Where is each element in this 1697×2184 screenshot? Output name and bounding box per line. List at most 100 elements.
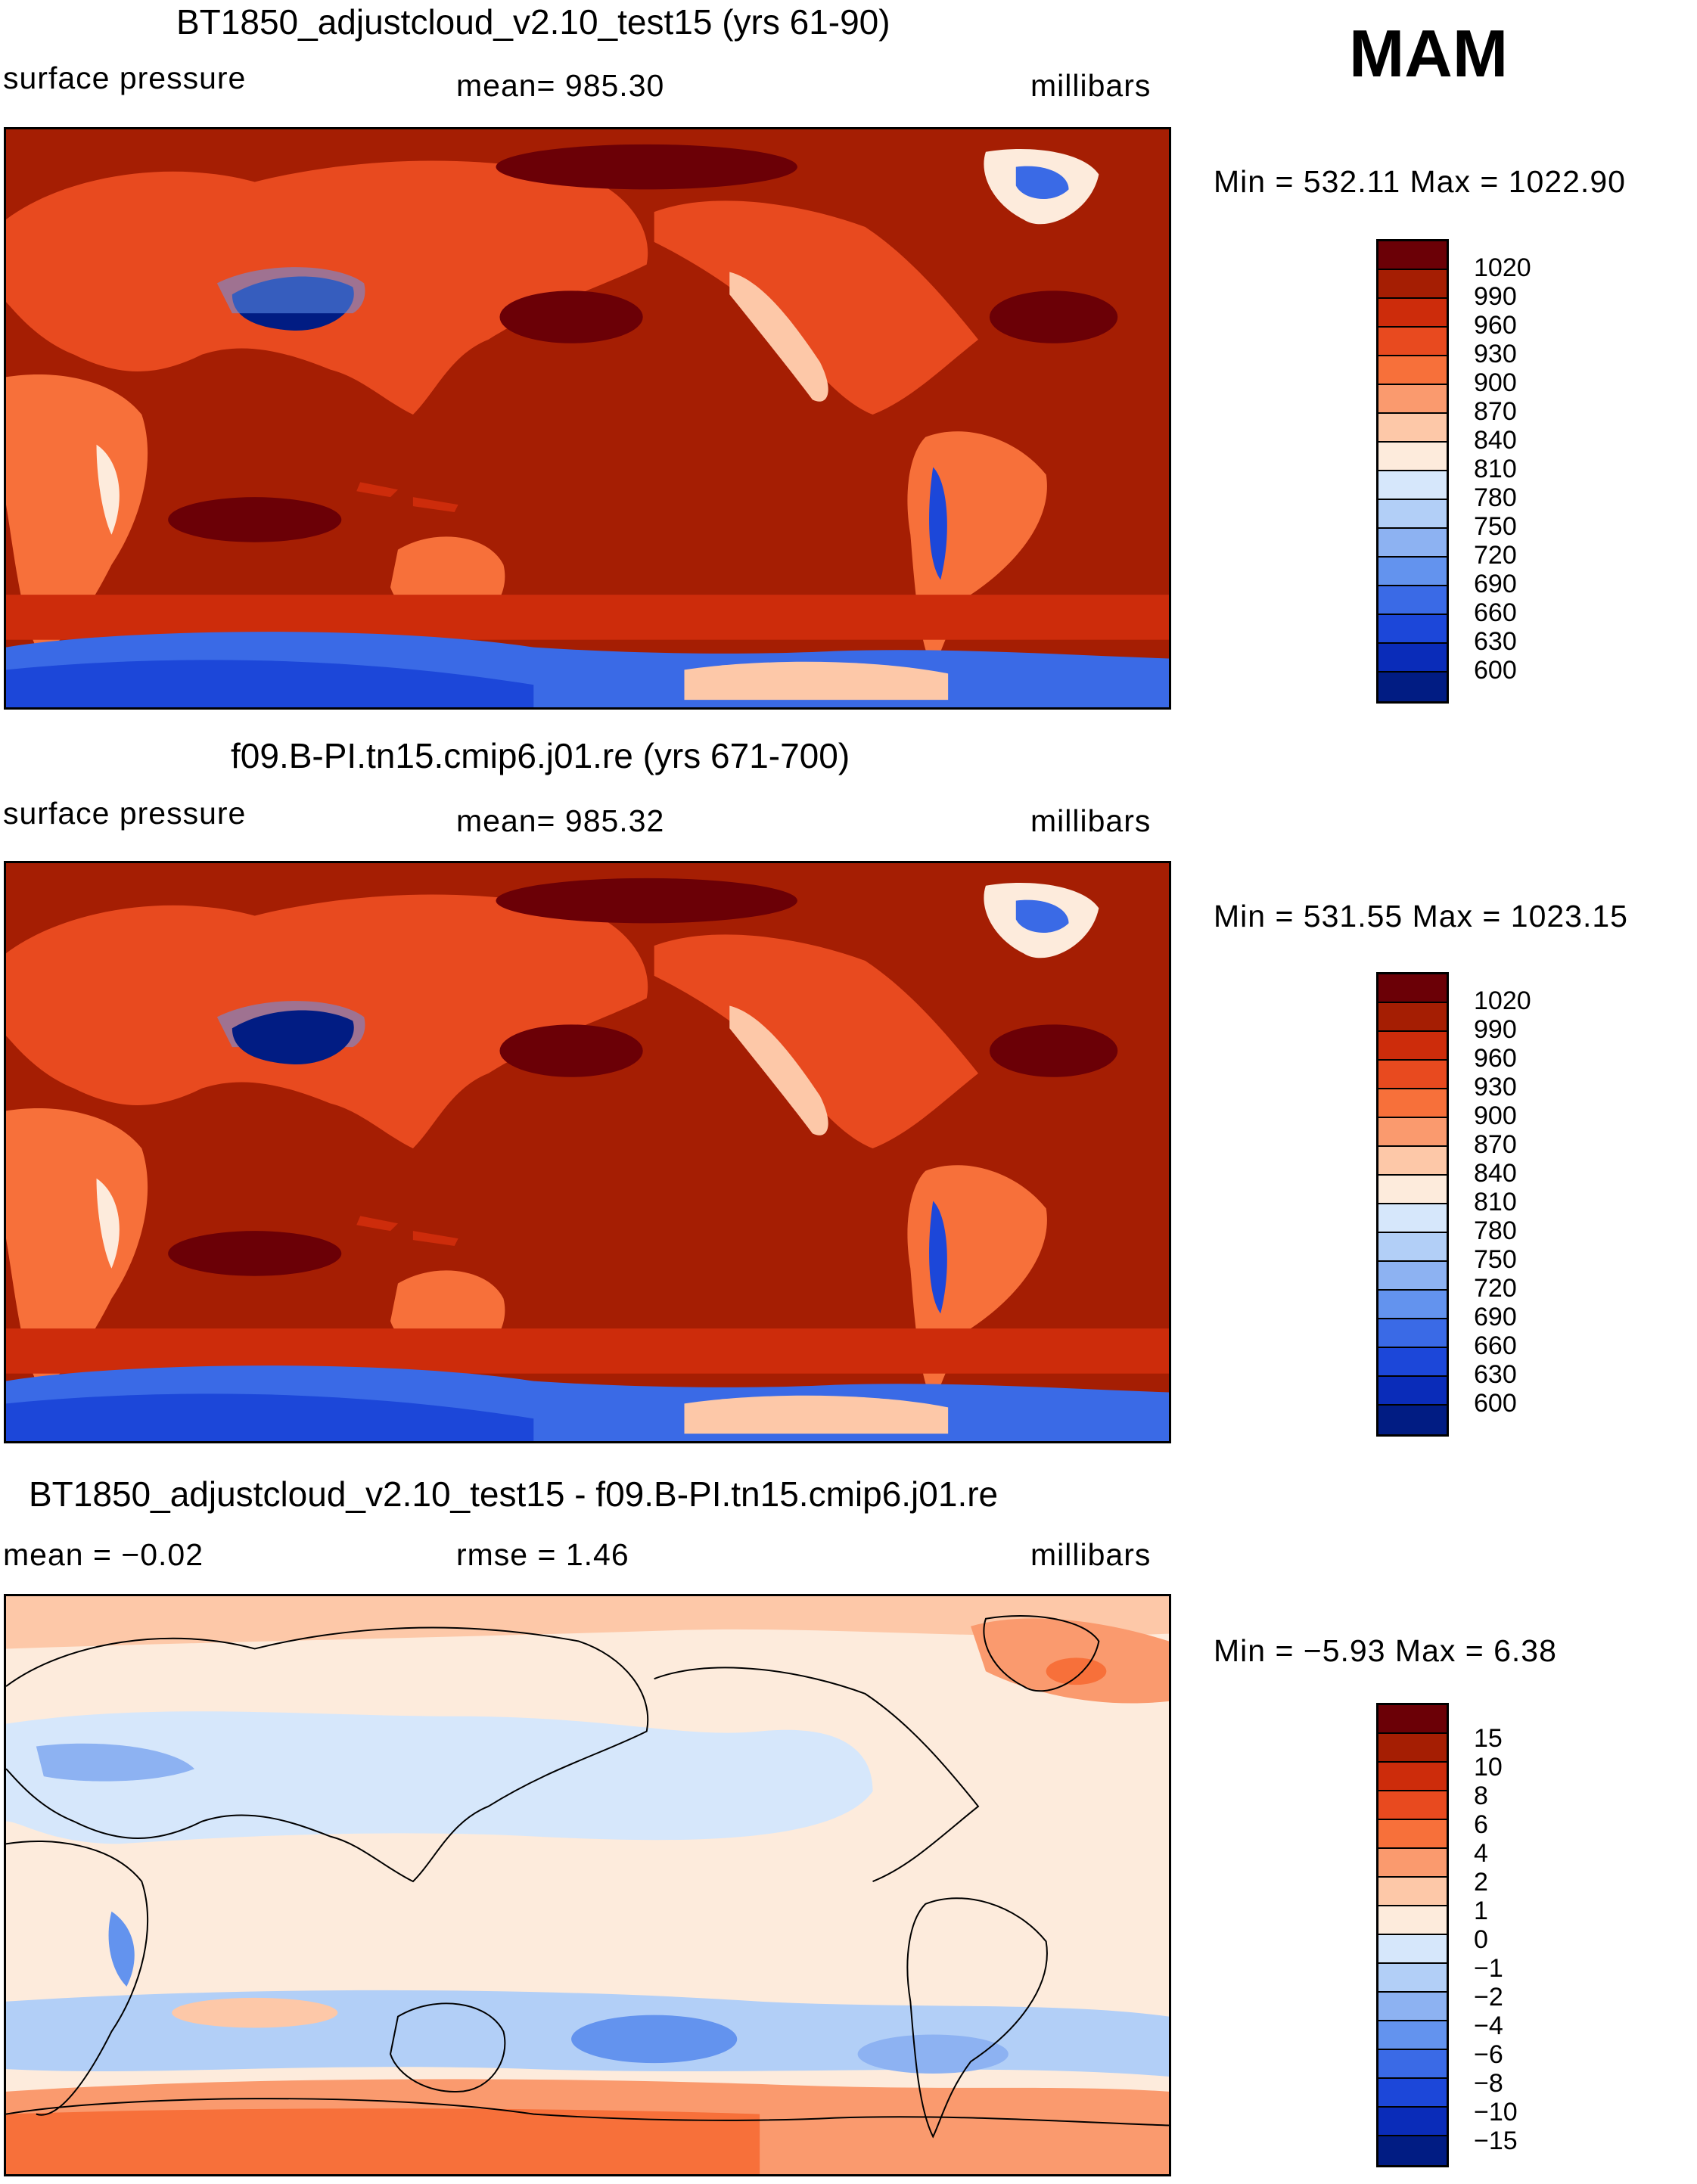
colorbar-tick-label: 780	[1474, 1216, 1517, 1245]
rockies	[729, 1005, 828, 1135]
colorbar-swatch	[1378, 644, 1447, 673]
colorbar-tick-label: −1	[1474, 1954, 1503, 1983]
colorbar-tick-label: 960	[1474, 1044, 1517, 1073]
colorbar-tick-label: 10	[1474, 1753, 1503, 1782]
colorbar-tick-label: 1	[1474, 1897, 1488, 1925]
azores-high	[989, 1024, 1118, 1077]
colorbar-tick-label: 600	[1474, 656, 1517, 685]
colorbar-swatch	[1378, 1348, 1447, 1377]
colorbar-swatch	[1378, 1176, 1447, 1204]
panel-2-minmax: Min = 531.55 Max = 1023.15	[1214, 899, 1628, 934]
antarctic-positive-core	[6, 2108, 760, 2174]
greenland-outline	[983, 1615, 1100, 1692]
colorbar-tick-label: −10	[1474, 2098, 1518, 2127]
east-africa-highlands	[96, 1178, 120, 1269]
colorbar-swatch	[1378, 500, 1447, 529]
panel-1-title: BT1850_adjustcloud_v2.10_test15 (yrs 61-…	[176, 2, 890, 42]
east-antarctic-plateau	[6, 660, 534, 707]
west-antarctic-coast	[684, 1395, 949, 1434]
arctic-high	[496, 144, 797, 190]
colorbar-tick-label: 720	[1474, 541, 1517, 570]
southern-ocean-band	[6, 1328, 1169, 1374]
north-america-landmass	[654, 200, 978, 415]
colorbar-swatch	[1378, 1262, 1447, 1291]
colorbar-tick-label: 870	[1474, 1130, 1517, 1159]
colorbar-tick-label: 8	[1474, 1782, 1488, 1810]
colorbar-tick-label: 840	[1474, 426, 1517, 455]
south-pacific-negative-core	[571, 2015, 738, 2064]
north-negative-region	[6, 1711, 873, 1844]
eurasia-outline	[6, 1626, 649, 1883]
colorbar-tick-label: 720	[1474, 1274, 1517, 1303]
colorbar-swatch	[1378, 615, 1447, 644]
colorbar-swatch	[1378, 414, 1447, 443]
colorbar-tick-label: 780	[1474, 483, 1517, 512]
colorbar-swatch	[1378, 1061, 1447, 1089]
australia-outline	[389, 2002, 506, 2092]
colorbar-swatch	[1378, 2136, 1447, 2165]
colorbar-tick-label: 900	[1474, 1101, 1517, 1130]
panel-3-mean-label: mean = −0.02	[3, 1537, 204, 1572]
colorbar-swatch	[1378, 241, 1447, 270]
colorbar-swatch	[1378, 1319, 1447, 1348]
panel-3-rmse-label: rmse = 1.46	[456, 1537, 629, 1572]
africa-outline	[6, 1841, 149, 2116]
colorbar-swatch	[1378, 443, 1447, 471]
colorbar-tick-label: 2	[1474, 1868, 1488, 1897]
background-fill	[6, 1596, 1169, 2174]
panel-2-map	[4, 861, 1171, 1443]
colorbar-swatch	[1378, 2050, 1447, 2079]
southern-ocean-band	[6, 595, 1169, 640]
north-america-outline	[654, 1667, 980, 1882]
colorbar-tick-label: 600	[1474, 1389, 1517, 1418]
panel-1-map	[4, 127, 1171, 710]
colorbar-tick-label: −8	[1474, 2069, 1503, 2098]
colorbar-tick-label: 0	[1474, 1925, 1488, 1954]
colorbar-swatch	[1378, 673, 1447, 701]
panel-1-colorbar	[1376, 239, 1449, 704]
world-map-pacific-centered-icon	[6, 863, 1169, 1441]
colorbar-tick-label: 6	[1474, 1810, 1488, 1839]
panel-2-colorbar	[1376, 972, 1449, 1437]
colorbar-swatch	[1378, 1291, 1447, 1319]
africa-landmass	[6, 374, 148, 648]
colorbar-swatch	[1378, 1089, 1447, 1118]
south-indian-high	[168, 497, 342, 542]
south-indian-high	[168, 1231, 342, 1276]
colorbar-swatch	[1378, 1705, 1447, 1734]
colorbar-tick-label: 1020	[1474, 253, 1531, 282]
colorbar-tick-label: 690	[1474, 570, 1517, 598]
panel-2-mean-label: mean= 985.32	[456, 803, 665, 838]
panel-3-map	[4, 1594, 1171, 2176]
east-antarctic-plateau	[6, 1393, 534, 1441]
greenland-ice-sheet	[1015, 166, 1069, 200]
colorbar-tick-label: 750	[1474, 1245, 1517, 1274]
tibetan-plateau	[232, 1010, 354, 1065]
colorbar-swatch	[1378, 1993, 1447, 2021]
colorbar-swatch	[1378, 1849, 1447, 1878]
colorbar-tick-label: 990	[1474, 1015, 1517, 1044]
west-antarctic-coast	[684, 661, 949, 701]
colorbar-tick-label: 810	[1474, 455, 1517, 483]
africa-landmass	[6, 1108, 148, 1382]
south-atlantic-negative-core	[857, 2034, 1009, 2074]
north-america-landmass	[654, 934, 978, 1149]
colorbar-swatch	[1378, 328, 1447, 356]
colorbar-swatch	[1378, 586, 1447, 615]
colorbar-swatch	[1378, 2079, 1447, 2108]
panel-3-title: BT1850_adjustcloud_v2.10_test15 - f09.B-…	[29, 1474, 999, 1514]
colorbar-swatch	[1378, 356, 1447, 385]
panel-1-mean-label: mean= 985.30	[456, 68, 665, 103]
colorbar-swatch	[1378, 1003, 1447, 1032]
panel-2-units-label: millibars	[1030, 803, 1152, 838]
colorbar-tick-label: 1020	[1474, 986, 1531, 1015]
world-map-pacific-centered-icon	[6, 129, 1169, 707]
colorbar-swatch	[1378, 1964, 1447, 1993]
colorbar-swatch	[1378, 1878, 1447, 1906]
colorbar-swatch	[1378, 299, 1447, 328]
rockies	[729, 272, 828, 402]
panel-2-variable-label: surface pressure	[3, 796, 247, 831]
colorbar-tick-label: 990	[1474, 282, 1517, 311]
colorbar-tick-label: 840	[1474, 1159, 1517, 1188]
panel-2-title: f09.B-PI.tn15.cmip6.j01.re (yrs 671-700)	[231, 736, 850, 775]
